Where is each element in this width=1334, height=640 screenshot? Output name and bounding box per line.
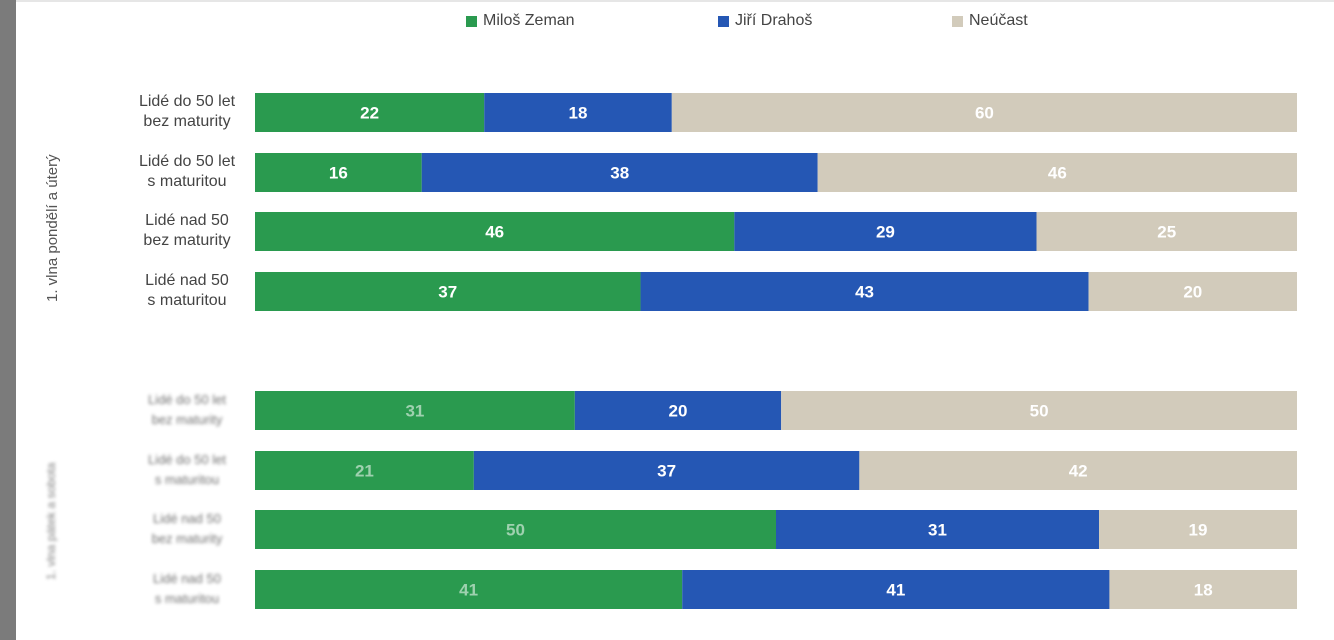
bar-segment-g1-r3-s3 <box>1036 212 1297 251</box>
bar-segment-g2-r3-s2 <box>776 510 1100 549</box>
legend-swatch-drahos <box>718 15 729 27</box>
bar-segment-g2-r4-s1 <box>255 570 683 609</box>
category-label-g1-r4: Lidé nad 50 s maturitou <box>87 271 287 311</box>
bar-value-label-g2-r3-s3: 19 <box>1189 521 1208 540</box>
category-label-g2-r4: Lidé nad 50 s maturitou <box>87 569 287 609</box>
bar-segment-g1-r3-s1 <box>255 212 735 251</box>
bar-value-label-g2-r1-s3: 50 <box>1030 402 1049 421</box>
category-label-line: s maturitou <box>147 292 227 309</box>
category-label-line: Lidé nad 50 <box>145 212 229 229</box>
legend-swatch-neucast <box>952 15 963 27</box>
bar-segment-g2-r2-s2 <box>473 451 860 490</box>
bar-segment-g2-r3-s1 <box>255 510 776 549</box>
bar-segment-g1-r4-s1 <box>255 272 641 311</box>
bar-segment-g2-r1-s1 <box>255 391 575 430</box>
legend-item-neucast: Neúčast <box>952 12 1028 30</box>
category-label-line: Lidé do 50 let <box>147 392 227 407</box>
category-label-line: Lidé do 50 let <box>138 93 236 110</box>
bar-value-label-g2-r4-s2: 41 <box>886 581 905 600</box>
bar-value-label-g1-r3-s2: 29 <box>876 223 895 242</box>
bar-segment-g2-r2-s3 <box>859 451 1297 490</box>
category-label-line: s maturitou <box>154 591 220 606</box>
bar-value-label-g2-r1-s1: 31 <box>405 402 424 421</box>
category-label-line: Lidé nad 50 <box>153 571 221 586</box>
category-label-line: Lidé do 50 let <box>147 452 227 467</box>
bar-segment-g2-r1-s2 <box>574 391 782 430</box>
bar-value-label-g1-r2-s1: 16 <box>329 164 348 183</box>
category-label-g2-r2: Lidé do 50 let s maturitou <box>87 450 287 490</box>
bar-value-label-g2-r2-s3: 42 <box>1069 462 1088 481</box>
bar-value-label-g1-r3-s3: 25 <box>1157 223 1176 242</box>
bar-value-label-g2-r2-s1: 21 <box>355 462 374 481</box>
bar-segment-g1-r3-s2 <box>734 212 1037 251</box>
left-edge-strip <box>0 0 16 640</box>
category-label-g1-r3: Lidé nad 50 bez maturity <box>87 211 287 251</box>
bar-value-label-g1-r4-s2: 43 <box>855 283 874 302</box>
bar-value-label-g2-r4-s1: 41 <box>459 581 478 600</box>
bar-segment-g1-r2-s1 <box>255 153 422 192</box>
legend-label-neucast: Neúčast <box>969 12 1028 29</box>
legend-swatch-zeman <box>466 15 477 27</box>
bar-value-label-g2-r3-s2: 31 <box>928 521 947 540</box>
legend-item-zeman: Miloš Zeman <box>466 12 575 30</box>
category-label-line: Lidé nad 50 <box>145 272 229 289</box>
bar-value-label-g1-r4-s1: 37 <box>438 283 457 302</box>
bar-value-label-g1-r4-s3: 20 <box>1183 283 1202 302</box>
legend-label-drahos: Jiří Drahoš <box>735 12 813 29</box>
category-label-g2-r3: Lidé nad 50 bez maturity <box>87 509 287 549</box>
bar-value-label-g1-r2-s3: 46 <box>1048 164 1067 183</box>
bar-value-label-g2-r4-s3: 18 <box>1194 581 1213 600</box>
legend-item-drahos: Jiří Drahoš <box>718 12 812 30</box>
bar-segment-g1-r1-s2 <box>484 93 672 132</box>
category-label-line: s maturitou <box>154 472 220 487</box>
bar-segment-g2-r1-s3 <box>781 391 1297 430</box>
category-label-line: Lidé do 50 let <box>138 153 236 170</box>
top-divider <box>16 0 1334 2</box>
bar-value-label-g1-r2-s2: 38 <box>610 164 629 183</box>
legend-label-zeman: Miloš Zeman <box>483 12 575 29</box>
category-label-g2-r1: Lidé do 50 let bez maturity <box>87 390 287 430</box>
bar-value-label-g1-r3-s1: 46 <box>485 223 504 242</box>
bar-segment-g1-r1-s3 <box>671 93 1297 132</box>
category-label-line: bez maturity <box>151 412 223 427</box>
bar-segment-g1-r4-s3 <box>1088 272 1297 311</box>
bar-value-label-g2-r3-s1: 50 <box>506 521 525 540</box>
bar-segment-g2-r3-s3 <box>1099 510 1297 549</box>
legend: Miloš Zeman Jiří Drahoš Neúčast <box>0 12 1334 34</box>
bar-segment-g2-r4-s3 <box>1109 570 1297 609</box>
bar-segment-g1-r2-s2 <box>421 153 818 192</box>
category-label-line: bez maturity <box>143 232 231 249</box>
bar-value-label-g2-r1-s2: 20 <box>669 402 688 421</box>
bar-segment-g2-r4-s2 <box>682 570 1110 609</box>
bar-value-label-g1-r1-s2: 18 <box>569 104 588 123</box>
category-label-line: bez maturity <box>143 113 231 130</box>
category-label-line: Lidé nad 50 <box>153 511 221 526</box>
bar-value-label-g1-r1-s3: 60 <box>975 104 994 123</box>
category-label-g1-r2: Lidé do 50 let s maturitou <box>87 152 287 192</box>
bar-segment-g2-r2-s1 <box>255 451 474 490</box>
category-label-line: bez maturity <box>151 531 223 546</box>
bar-segment-g1-r4-s2 <box>640 272 1089 311</box>
bar-segment-g1-r1-s1 <box>255 93 485 132</box>
category-label-line: s maturitou <box>147 173 227 190</box>
bar-value-label-g2-r2-s2: 37 <box>657 462 676 481</box>
bar-value-label-g1-r1-s1: 22 <box>360 104 379 123</box>
category-label-g1-r1: Lidé do 50 let bez maturity <box>87 92 287 132</box>
bar-segment-g1-r2-s3 <box>817 153 1297 192</box>
